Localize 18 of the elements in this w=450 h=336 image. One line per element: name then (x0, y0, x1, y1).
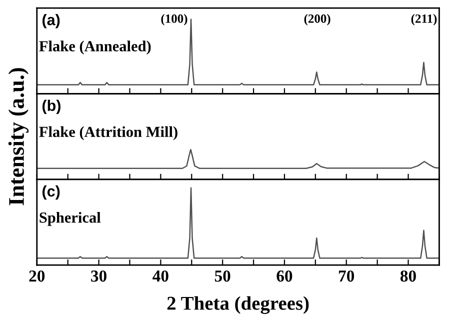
x-tick-label: 20 (29, 270, 45, 282)
text: Flake (Attrition Mill) (39, 126, 178, 140)
annotation: (200) (304, 14, 330, 26)
x-tick-label: 60 (276, 270, 292, 282)
annotation: (a) (42, 14, 60, 28)
annotation: (c) (42, 185, 60, 200)
annotation: Spherical (40, 212, 101, 226)
x-tick-label: 30 (91, 270, 106, 282)
annotation: Flake (Annealed) (39, 40, 151, 54)
x-tick-label: 70 (338, 270, 354, 282)
annotation: (100) (161, 14, 188, 26)
x-tick-label: 80 (400, 270, 416, 282)
x-tick-label: 40 (152, 270, 168, 282)
x-tick-label: 50 (214, 270, 230, 282)
x-axis-title: 2 Theta (degrees) (167, 296, 309, 314)
annotation: (211) (411, 14, 437, 26)
text: (b) (42, 100, 60, 114)
y-axis-title: Intensity (a.u.) (8, 68, 29, 206)
